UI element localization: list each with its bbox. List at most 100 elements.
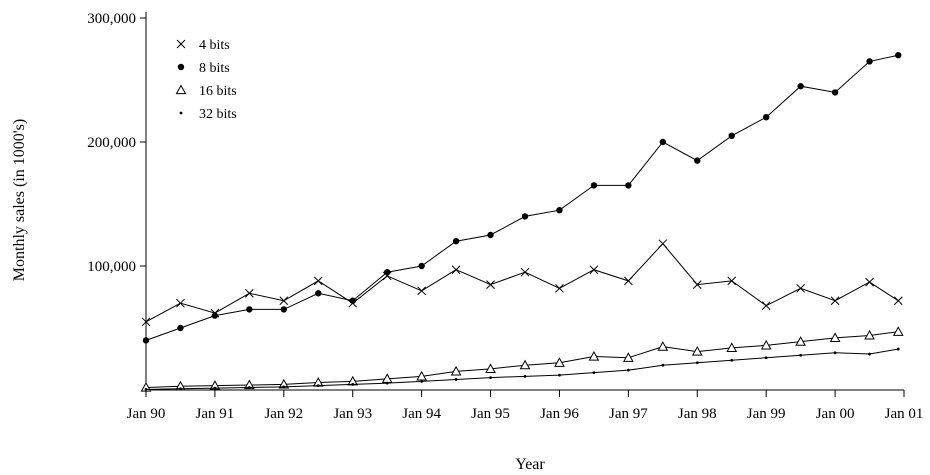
legend-marker: [176, 39, 186, 49]
data-point-4-bits: [727, 276, 737, 286]
marker-stroke: [692, 280, 702, 289]
legend-marker: [179, 111, 183, 115]
marker-stroke: [865, 277, 874, 287]
data-point-8-bits: [418, 262, 425, 270]
data-point-8-bits: [142, 337, 150, 344]
data-point-16-bits: [760, 339, 772, 350]
data-point-32-bits: [316, 384, 320, 388]
data-point-8-bits: [895, 52, 902, 59]
data-point-8-bits: [246, 306, 253, 313]
marker-stroke: [893, 296, 903, 306]
x-tick-label: Jan 96: [540, 406, 579, 422]
x-tick-label: Jan 92: [264, 406, 303, 422]
marker-stroke: [245, 288, 254, 298]
legend-item: 16 bits: [175, 84, 237, 99]
data-point-16-bits: [795, 336, 806, 346]
y-axis-title: Monthly sales (in 1000's): [11, 119, 28, 281]
data-point-8-bits: [349, 297, 356, 304]
data-point-32-bits: [213, 386, 217, 390]
data-point-32-bits: [179, 387, 182, 391]
x-tick-label: Jan 98: [678, 406, 717, 422]
x-tick-label: Jan 00: [816, 406, 855, 422]
series-line-16-bits: [145, 331, 899, 389]
data-point-4-bits: [796, 283, 805, 293]
data-point-4-bits: [692, 280, 702, 289]
x-axis-title: Year: [515, 456, 545, 473]
marker-stroke: [486, 280, 495, 289]
plot-area: [140, 52, 904, 392]
y-tick-label: 200,000: [87, 135, 136, 151]
legend-marker: [175, 84, 187, 95]
data-point-16-bits: [726, 342, 738, 352]
data-point-16-bits: [829, 332, 841, 343]
marker-stroke: [796, 283, 805, 293]
legend-label: 16 bits: [199, 84, 237, 99]
data-point-16-bits: [519, 359, 531, 370]
data-point-4-bits: [245, 288, 254, 298]
data-point-4-bits: [761, 301, 771, 311]
legend-item: 8 bits: [177, 61, 230, 76]
x-tick-label: Jan 97: [609, 406, 648, 422]
data-point-4-bits: [141, 317, 151, 327]
data-point-8-bits: [383, 269, 391, 276]
data-point-32-bits: [695, 361, 699, 365]
legend-label: 8 bits: [199, 61, 230, 76]
data-point-32-bits: [385, 381, 389, 385]
data-point-32-bits: [896, 347, 900, 351]
data-point-8-bits: [659, 138, 667, 146]
x-tick-label: Jan 91: [196, 406, 235, 422]
data-point-8-bits: [177, 324, 184, 332]
x-tick-label: Jan 90: [127, 406, 166, 422]
data-point-4-bits: [589, 265, 599, 275]
data-point-8-bits: [315, 290, 322, 297]
legend-label: 32 bits: [199, 107, 237, 122]
data-point-8-bits: [521, 213, 529, 220]
data-point-4-bits: [624, 276, 633, 286]
x-tick-label: Jan 99: [747, 406, 786, 422]
data-point-8-bits: [590, 182, 598, 189]
marker-stroke: [176, 298, 185, 308]
data-point-4-bits: [486, 280, 495, 289]
data-point-32-bits: [282, 385, 286, 389]
legend-marker: [177, 63, 185, 71]
data-point-4-bits: [865, 277, 874, 287]
marker-stroke: [520, 267, 530, 277]
data-point-8-bits: [280, 306, 288, 313]
series-line-4-bits: [145, 242, 899, 323]
marker-stroke: [761, 301, 771, 311]
data-point-32-bits: [247, 386, 251, 389]
data-point-32-bits: [661, 363, 665, 367]
data-point-4-bits: [893, 296, 903, 306]
data-point-32-bits: [558, 373, 561, 377]
data-point-16-bits: [623, 352, 634, 362]
marker-stroke: [727, 276, 737, 286]
data-point-32-bits: [523, 374, 527, 378]
data-point-8-bits: [797, 83, 804, 90]
data-point-32-bits: [764, 356, 768, 360]
y-tick-label: 100,000: [87, 259, 136, 275]
x-tick-label: Jan 93: [333, 406, 372, 422]
marker-stroke: [417, 286, 426, 296]
marker-stroke: [555, 283, 564, 293]
data-point-16-bits: [657, 341, 669, 351]
marker-stroke: [624, 276, 633, 286]
data-point-4-bits: [176, 298, 185, 308]
axes: Jan 90 Jan 91 Jan 92 Jan 93 Jan 94 Jan 95 Jan …: [87, 11, 923, 422]
data-point-32-bits: [454, 378, 458, 381]
data-point-4-bits: [417, 286, 426, 296]
data-point-4-bits: [830, 296, 840, 306]
series-16-bits: [140, 326, 904, 392]
data-point-16-bits: [864, 329, 875, 340]
data-point-8-bits: [762, 114, 770, 121]
data-point-32-bits: [489, 376, 492, 379]
data-point-32-bits: [351, 383, 355, 386]
data-point-4-bits: [279, 296, 289, 306]
marker-stroke: [589, 265, 599, 275]
data-point-8-bits: [487, 231, 494, 239]
marker-stroke: [830, 296, 840, 306]
data-point-8-bits: [831, 89, 839, 96]
marker-stroke: [451, 265, 461, 275]
data-point-32-bits: [868, 352, 871, 356]
marker-stroke: [313, 276, 323, 286]
